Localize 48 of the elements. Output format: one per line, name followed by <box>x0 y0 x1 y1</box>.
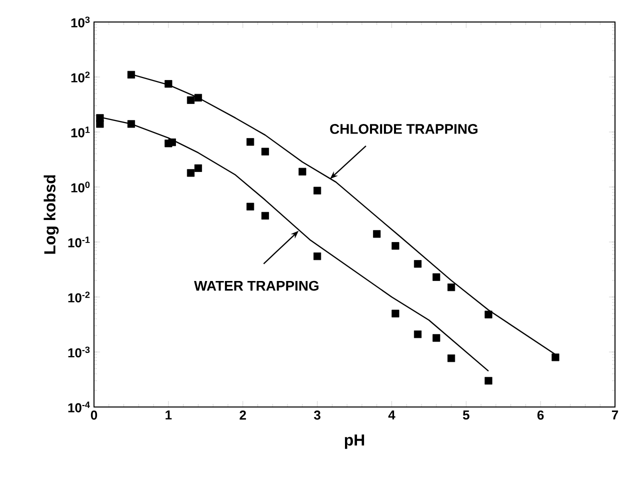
point <box>127 120 136 128</box>
point <box>261 212 269 220</box>
point <box>261 148 269 156</box>
y-tick-label: 10$^{2}$ <box>71 72 90 82</box>
x-axis-title: pH <box>344 434 364 449</box>
point <box>313 186 322 194</box>
point <box>392 310 400 318</box>
point <box>96 120 104 128</box>
point <box>298 168 306 176</box>
y-axis-title: Log kobsd <box>44 175 59 254</box>
point <box>194 94 202 102</box>
point <box>186 96 195 104</box>
point <box>447 354 456 362</box>
x-tick-label: 1 <box>166 410 172 420</box>
y-tick-label: 10$^{-1}$ <box>68 236 90 248</box>
point <box>313 252 322 260</box>
y-tick-label: 10$^{-2}$ <box>68 292 90 302</box>
point <box>414 330 422 338</box>
point <box>168 138 176 146</box>
point <box>194 164 202 172</box>
point <box>484 376 492 385</box>
point <box>414 260 422 268</box>
point <box>432 273 440 281</box>
annotation: CHLORIDE TRAPPING <box>330 124 478 134</box>
y-tick-label: 10$^{3}$ <box>71 16 90 28</box>
x-tick-label: 6 <box>537 410 544 420</box>
point <box>552 354 560 362</box>
y-tick-label: 10$^{0}$ <box>71 182 90 192</box>
y-tick-label: 10$^{1}$ <box>71 126 90 138</box>
point <box>164 80 172 88</box>
point <box>432 334 440 342</box>
point <box>186 169 195 177</box>
annotation: WATER TRAPPING <box>194 280 318 291</box>
point <box>373 230 381 238</box>
x-tick-label: 7 <box>612 410 618 420</box>
point <box>484 310 492 318</box>
point <box>246 138 254 146</box>
y-tick-label: 10$^{-3}$ <box>68 346 90 358</box>
x-tick-label: 2 <box>240 410 246 420</box>
point <box>447 284 456 292</box>
x-tick-label: 3 <box>314 410 320 420</box>
x-tick-label: 4 <box>388 410 396 420</box>
point <box>392 242 400 250</box>
x-tick-label: 0 <box>90 410 98 420</box>
point <box>127 70 136 79</box>
x-tick-label: 5 <box>462 410 470 420</box>
y-tick-label: 10$^{-4}$ <box>68 402 90 412</box>
point <box>246 202 254 210</box>
